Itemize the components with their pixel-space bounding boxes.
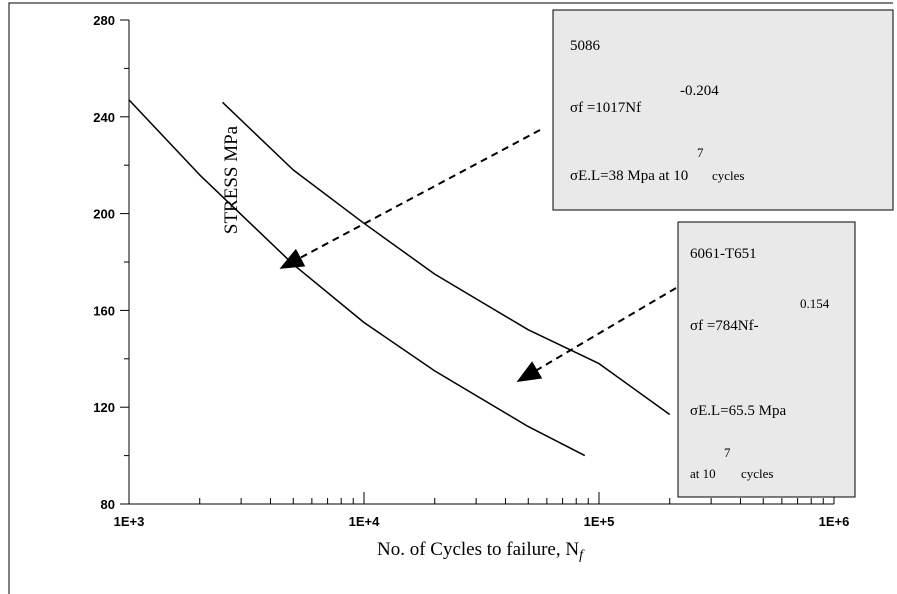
arrow [516,287,677,383]
annotation: σE.L=38 Mpa at 10 [570,168,688,184]
annotation: -0.204 [680,83,719,99]
y-tick-label: 80 [101,497,115,512]
annotation: 7 [697,145,704,160]
annotation-box [677,221,856,498]
x-axis-label-main: No. of Cycles to failure, N [377,539,579,560]
curve [128,99,586,457]
y-tick-label: 280 [93,13,115,28]
annotation: σE.L=65.5 Mpa [690,403,786,419]
annotation: cycles [712,168,744,183]
y-tick-label: 200 [93,207,115,222]
annotation: at 10 [690,466,716,481]
annotation: 5086 [570,38,601,54]
frame [8,2,893,594]
annotation: 7 [724,445,731,460]
annotation: cycles [741,466,773,481]
x-tick-label: 1E+6 [819,514,850,529]
annotation: 0.154 [800,296,830,311]
x-tick-label: 1E+3 [114,514,145,529]
annotation-box [552,9,894,211]
x-axis-label: No. of Cycles to failure, Nf [377,539,585,563]
y-axis-label: STRESS MPa [221,125,242,234]
y-tick-label: 160 [93,303,115,318]
x-tick-label: 1E+4 [349,514,380,529]
curve [221,101,671,416]
y-tick-label: 120 [93,400,115,415]
arrow [279,129,541,269]
y-tick-label: 240 [93,110,115,125]
annotation: σf =784Nf- [690,318,759,334]
x-axis-label-sub: f [579,548,585,563]
annotation: σf =1017Nf [570,100,641,116]
x-tick-label: 1E+5 [584,514,615,529]
annotation: 6061-T651 [690,246,757,262]
